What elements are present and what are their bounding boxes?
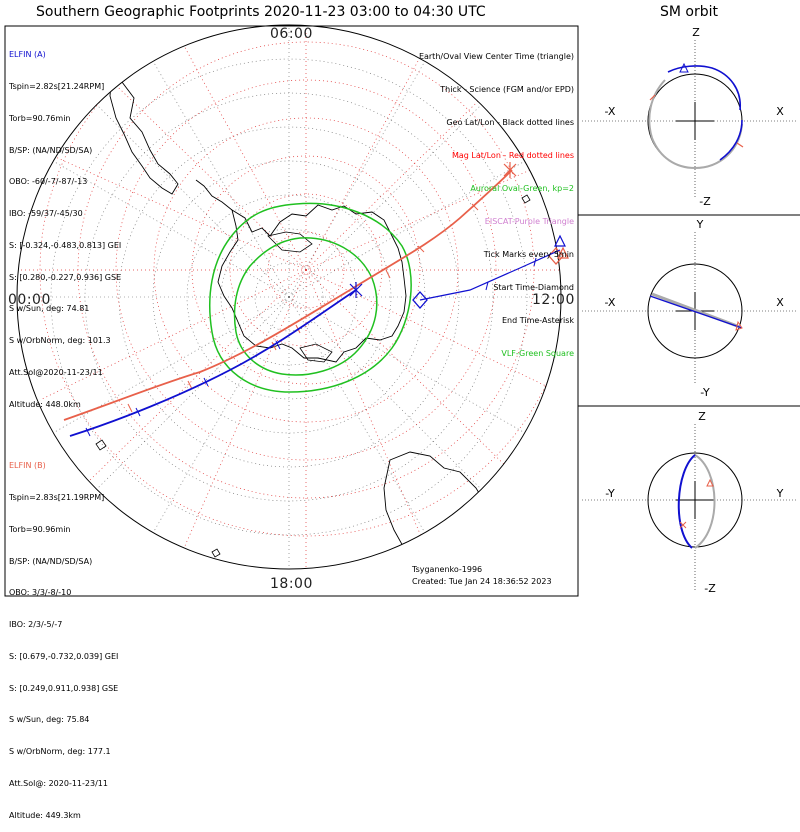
auroral-oval-inner <box>233 237 378 376</box>
elfin-a-line: S: [0.280,-0.227,0.936] GSE <box>9 272 122 282</box>
elfin-a-info: ELFIN (A) Tspin=2.82s[21.24RPM] Torb=90.… <box>9 29 121 421</box>
elfin-b-end-asterisk-icon <box>503 162 517 178</box>
earth-circle <box>647 263 743 359</box>
clock-label-top: 06:00 <box>270 26 313 42</box>
elfin-a-view-center-triangle-icon <box>554 234 566 247</box>
orbit-panel-1 <box>582 40 796 198</box>
elfin-b-line: Att.Sol@: 2020-11-23/11 <box>9 779 108 788</box>
elfin-a-track <box>69 234 566 437</box>
created-label: Created: Tue Jan 24 18:36:52 2023 <box>412 577 552 586</box>
elfin-a-name: ELFIN (A) <box>9 50 46 60</box>
elfin-a-line: Tspin=2.82s[21.24RPM] <box>9 81 105 91</box>
australia-coastline <box>383 451 499 569</box>
island-outline <box>211 548 221 558</box>
p2-right-label: X <box>776 296 784 309</box>
p3-top-label: Z <box>698 410 706 423</box>
elfin-b-line: B/SP: (NA/ND/SD/SA) <box>9 556 93 566</box>
legend-item: Auroral Oval-Green, kp=2 <box>470 184 574 193</box>
island-outline <box>95 439 107 451</box>
ross-shelf <box>299 343 333 363</box>
auroral-oval <box>209 202 412 393</box>
orbit-b <box>694 454 716 549</box>
p2-bottom-label: -Y <box>700 386 710 399</box>
elfin-a-line: B/SP: (NA/ND/SD/SA) <box>9 145 93 155</box>
antarctica-coastline <box>217 204 407 363</box>
elfin-a-line: OBO: -60/-7/-87/-13 <box>9 177 88 187</box>
elfin-a-line: S w/Sun, deg: 74.81 <box>9 304 90 314</box>
clock-label-left: 00:00 <box>8 292 51 308</box>
elfin-b-line: Tspin=2.83s[21.19RPM] <box>9 492 105 502</box>
elfin-a-trackline-2 <box>419 249 561 301</box>
elfin-a-line: Altitude: 448.0km <box>9 399 81 409</box>
legend-item: End Time-Asterisk <box>501 316 574 325</box>
model-label: Tsyganenko-1996 <box>412 565 483 574</box>
orbit-a <box>677 454 696 549</box>
elfin-b-trackline <box>63 169 513 421</box>
orbit-b <box>648 79 743 170</box>
clock-label-bottom: 18:00 <box>270 576 313 592</box>
p3-left-label: -Y <box>605 487 615 500</box>
footprint-map: Z -Z -X X Y -Y -X X Z -Z -Y Y <box>4 24 800 597</box>
south-america-coastline <box>109 38 179 195</box>
elfin-a-line: IBO: -59/37/-45/30 <box>9 209 83 219</box>
elfin-b-view-center-triangle-icon <box>557 246 569 259</box>
elfin-b-line: S: [0.679,-0.732,0.039] GEI <box>9 651 119 661</box>
island-outline <box>521 194 531 204</box>
auroral-oval-outer <box>209 202 412 393</box>
new-zealand-coastline <box>539 431 561 477</box>
elfin-b-line: Altitude: 449.3km <box>9 810 81 820</box>
globe-outline <box>16 24 562 570</box>
elfin-b-line: Torb=90.96min <box>9 524 71 534</box>
elfin-a-line: Torb=90.76min <box>9 113 71 123</box>
orbit-a <box>667 65 743 161</box>
p2-top-label: Y <box>696 218 704 231</box>
orbit-a <box>649 295 743 329</box>
elfin-b-line: IBO: 2/3/-5/-7 <box>9 620 63 630</box>
p2-left-label: -X <box>605 296 616 309</box>
legend-item: Mag Lat/Lon - Red dotted lines <box>451 151 574 160</box>
clock-label-right: 12:00 <box>532 292 575 308</box>
elfin-b-line: S: [0.249,0.911,0.938] GSE <box>9 683 119 693</box>
legend-item: Thick - Science (FGM and/or EPD) <box>440 85 574 94</box>
elfin-b-info: ELFIN (B) Tspin=2.83s[21.19RPM] Torb=90.… <box>9 440 118 832</box>
elfin-a-line: Att.Sol@2020-11-23/11 <box>9 368 103 377</box>
elfin-b-line: S w/OrbNorm, deg: 177.1 <box>9 747 111 757</box>
legend-item: Start Time-Diamond <box>493 283 574 292</box>
ice-shelf <box>267 231 313 253</box>
p3-right-label: Y <box>776 487 784 500</box>
elfin-a-ticks <box>85 257 537 437</box>
elfin-a-line: S w/OrbNorm, deg: 101.3 <box>9 336 111 346</box>
p1-right-label: X <box>776 105 784 118</box>
elfin-b-track <box>63 162 569 421</box>
legend-item: Earth/Oval View Center Time (triangle) <box>418 52 574 61</box>
legend-item: VLF-Green Square <box>501 349 574 358</box>
p1-left-label: -X <box>605 105 616 118</box>
p1-bottom-label: -Z <box>699 195 711 208</box>
p1-top-label: Z <box>692 26 700 39</box>
elfin-b-line: S w/Sun, deg: 75.84 <box>9 715 90 725</box>
legend: Earth/Oval View Center Time (triangle) T… <box>419 29 574 370</box>
elfin-a-start-diamond-icon <box>412 291 428 309</box>
orbit-panel-2 <box>582 232 796 384</box>
elfin-a-trackline <box>69 289 357 437</box>
antarctic-peninsula <box>195 179 233 211</box>
orbit-panel-3 <box>582 424 796 590</box>
legend-item: Tick Marks every 5min <box>483 250 574 259</box>
elfin-b-line: OBO: 3/3/-8/-10 <box>9 588 72 598</box>
legend-item: Geo Lat/Lon - Black dotted lines <box>446 118 574 127</box>
page-title: Southern Geographic Footprints 2020-11-2… <box>36 4 486 20</box>
elfin-b-ticks <box>127 203 479 413</box>
p3-bottom-label: -Z <box>704 582 716 595</box>
orbit-title: SM orbit <box>660 4 719 20</box>
elfin-b-name: ELFIN (B) <box>9 461 46 471</box>
legend-item: EISCAT-Purple Triangle <box>484 217 574 226</box>
elfin-a-line: S: [-0.324,-0.483,0.813] GEI <box>9 240 122 250</box>
elfin-a-end-asterisk-icon <box>349 282 363 298</box>
